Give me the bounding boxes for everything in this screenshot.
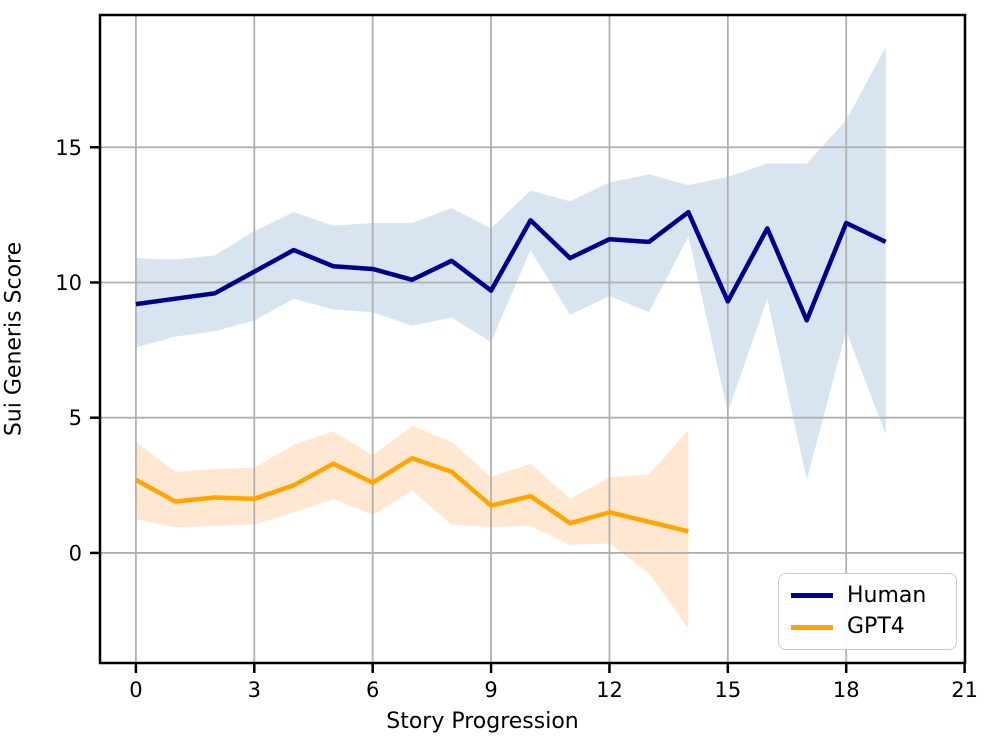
x-tick-label-3: 3 bbox=[248, 678, 261, 702]
x-tick-label-0: 0 bbox=[129, 678, 142, 702]
x-tick-label-15: 15 bbox=[714, 678, 741, 702]
y-axis-label: Sui Generis Score bbox=[1, 241, 27, 437]
x-tick-label-9: 9 bbox=[484, 678, 497, 702]
legend: Human GPT4 bbox=[778, 573, 957, 650]
legend-line-gpt4 bbox=[791, 625, 833, 630]
gpt4-confidence-band bbox=[135, 425, 689, 629]
plot-spines bbox=[98, 13, 967, 665]
legend-label-gpt4: GPT4 bbox=[847, 614, 905, 640]
x-tick-label-12: 12 bbox=[596, 678, 623, 702]
legend-item-gpt4: GPT4 bbox=[791, 615, 946, 639]
axis-ticks: 0 3 6 9 12 15 18 21 0 5 10 15 bbox=[55, 136, 978, 702]
human-line bbox=[135, 209, 887, 323]
y-tick-label-5: 5 bbox=[69, 406, 82, 430]
legend-line-human bbox=[791, 593, 833, 598]
y-tick-label-0: 0 bbox=[69, 541, 82, 565]
x-tick-label-21: 21 bbox=[951, 678, 978, 702]
x-tick-label-18: 18 bbox=[833, 678, 860, 702]
x-axis-label: Story Progression bbox=[386, 709, 579, 734]
legend-label-human: Human bbox=[847, 582, 927, 608]
y-tick-label-15: 15 bbox=[55, 136, 82, 160]
x-tick-label-6: 6 bbox=[366, 678, 379, 702]
gpt4-line bbox=[134, 456, 689, 534]
y-tick-label-10: 10 bbox=[55, 271, 82, 295]
legend-item-human: Human bbox=[791, 582, 946, 608]
human-confidence-band bbox=[135, 47, 886, 480]
